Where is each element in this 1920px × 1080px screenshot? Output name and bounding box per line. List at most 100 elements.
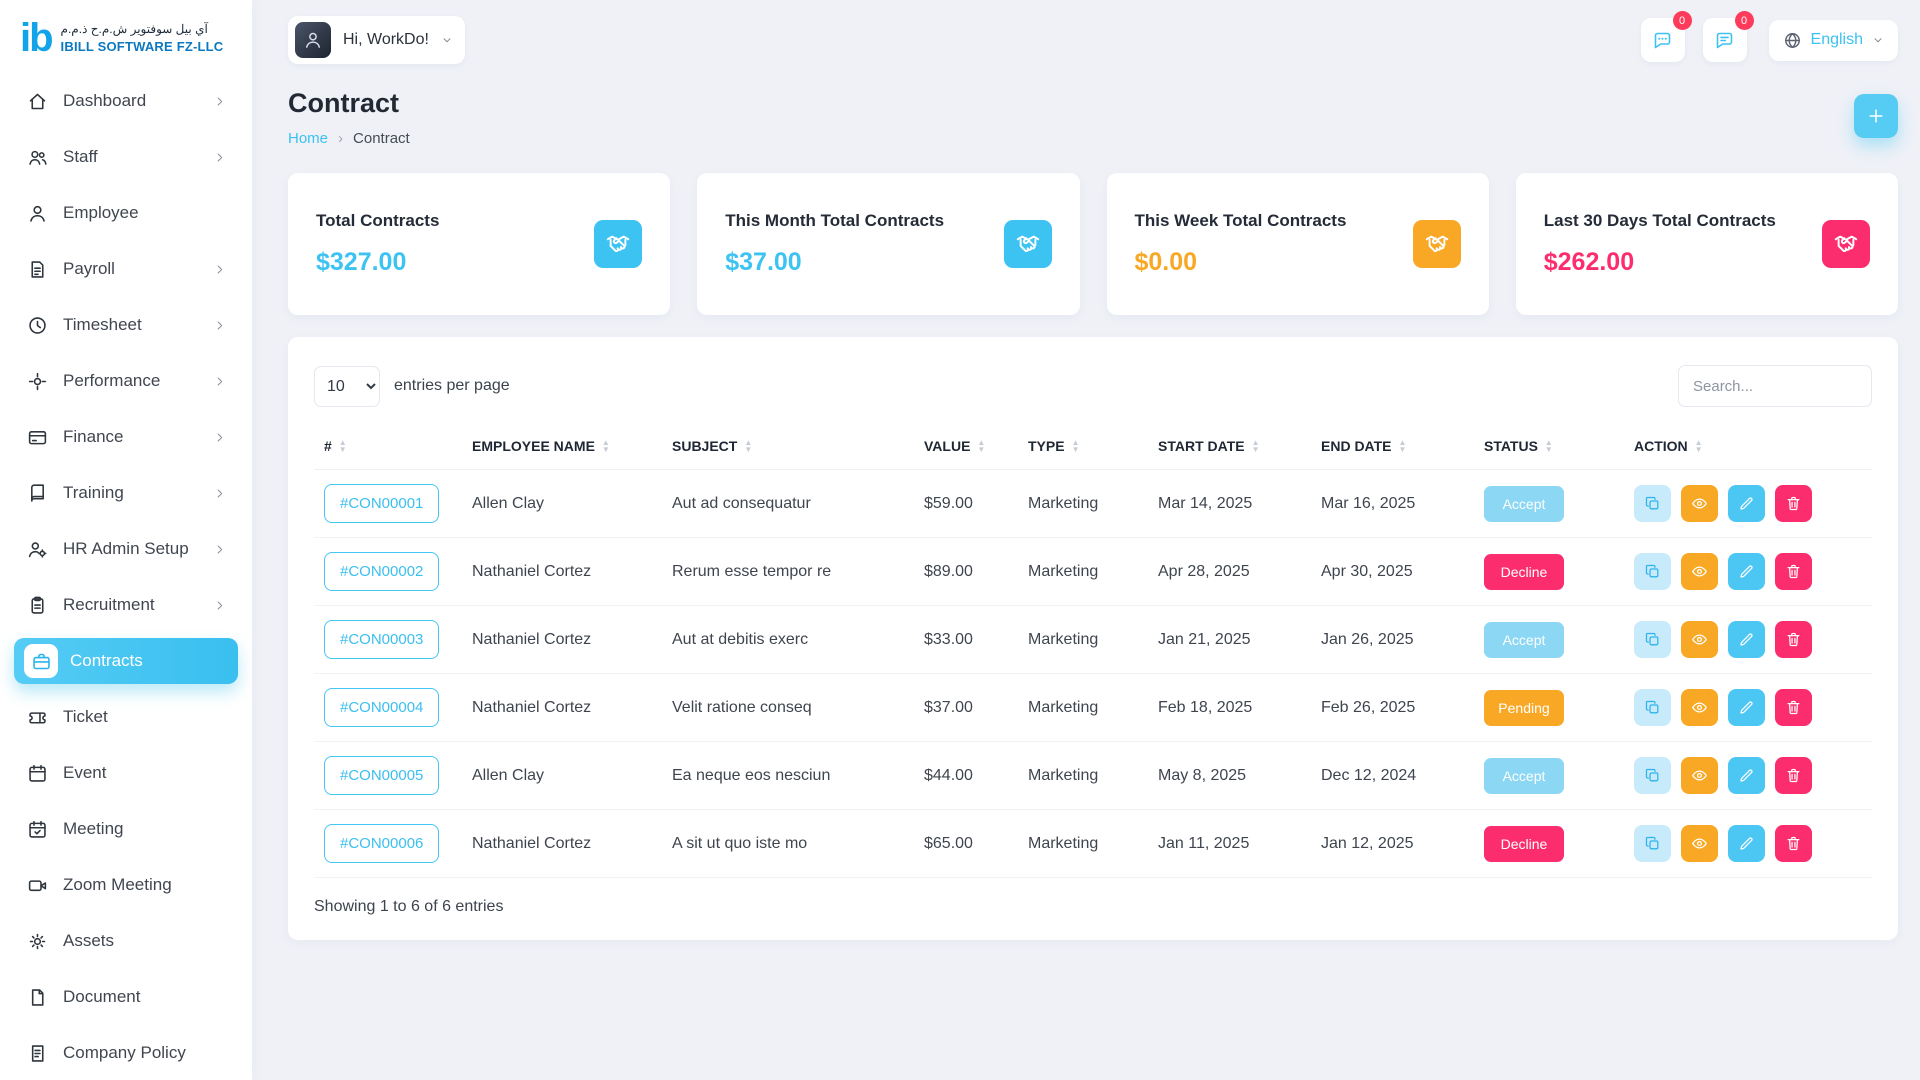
search-input[interactable]: [1678, 365, 1872, 407]
view-button[interactable]: [1681, 485, 1718, 522]
duplicate-button[interactable]: [1634, 553, 1671, 590]
trash-icon: [1785, 631, 1802, 648]
book-icon: [26, 482, 48, 504]
delete-button[interactable]: [1775, 689, 1812, 726]
duplicate-button[interactable]: [1634, 825, 1671, 862]
stat-label: This Week Total Contracts: [1134, 211, 1347, 230]
contract-id-button[interactable]: #CON00004: [324, 688, 440, 727]
status-badge[interactable]: Decline: [1484, 825, 1564, 862]
status-badge[interactable]: Decline: [1484, 553, 1564, 590]
notifications-button[interactable]: 0: [1702, 11, 1754, 62]
language-selector[interactable]: English: [1768, 19, 1898, 61]
table-row: #CON00003 Nathaniel Cortez Aut at debitis …: [314, 605, 1872, 674]
status-badge[interactable]: Accept: [1484, 757, 1564, 794]
user-menu[interactable]: Hi, WorkDo!: [288, 16, 465, 64]
edit-button[interactable]: [1728, 485, 1765, 522]
breadcrumb-home-link[interactable]: Home: [288, 130, 329, 147]
delete-button[interactable]: [1775, 757, 1812, 794]
contract-id-button[interactable]: #CON00001: [324, 484, 440, 523]
edit-button[interactable]: [1728, 825, 1765, 862]
sidebar-item-recruitment[interactable]: Recruitment: [14, 582, 238, 628]
column-header-start-date[interactable]: START DATE ▲ ▼: [1148, 423, 1311, 470]
sidebar-item-timesheet[interactable]: Timesheet: [14, 302, 238, 348]
breadcrumb-current: Contract: [353, 130, 410, 147]
eye-icon: [1691, 495, 1708, 512]
sidebar-item-zoom-meeting[interactable]: Zoom Meeting: [14, 862, 238, 908]
column-header-id[interactable]: # ▲ ▼: [314, 423, 462, 470]
sidebar-item-ticket[interactable]: Ticket: [14, 694, 238, 740]
contract-id-button[interactable]: #CON00002: [324, 552, 440, 591]
sidebar-item-payroll[interactable]: Payroll: [14, 246, 238, 292]
column-header-status[interactable]: STATUS ▲ ▼: [1474, 423, 1624, 470]
end-date-cell: Feb 26, 2025: [1311, 673, 1474, 742]
view-button[interactable]: [1681, 689, 1718, 726]
eye-icon: [1691, 699, 1708, 716]
status-badge[interactable]: Accept: [1484, 621, 1564, 658]
chevron-right-icon: [213, 263, 226, 276]
employee-name-cell: Allen Clay: [462, 469, 662, 538]
contract-id-button[interactable]: #CON00005: [324, 756, 440, 795]
sidebar-item-dashboard[interactable]: Dashboard: [14, 78, 238, 124]
duplicate-button[interactable]: [1634, 485, 1671, 522]
chevron-right-icon: [213, 487, 226, 500]
column-header-end-date[interactable]: END DATE ▲ ▼: [1311, 423, 1474, 470]
delete-button[interactable]: [1775, 621, 1812, 658]
chevron-right-icon: [213, 599, 226, 612]
sidebar-item-event[interactable]: Event: [14, 750, 238, 796]
contract-id-button[interactable]: #CON00006: [324, 824, 440, 863]
employee-name-cell: Allen Clay: [462, 741, 662, 810]
sidebar-item-contracts[interactable]: Contracts: [14, 638, 238, 684]
duplicate-button[interactable]: [1634, 689, 1671, 726]
table-row: #CON00006 Nathaniel Cortez A sit ut quo is…: [314, 809, 1872, 878]
entries-per-page-select[interactable]: 10: [314, 365, 380, 407]
sidebar-item-company-policy[interactable]: Company Policy: [14, 1030, 238, 1076]
sidebar-item-employee[interactable]: Employee: [14, 190, 238, 236]
type-cell: Marketing: [1018, 673, 1148, 742]
sidebar-item-label: Payroll: [63, 259, 115, 278]
view-button[interactable]: [1681, 825, 1718, 862]
chevron-right-icon: [213, 431, 226, 444]
sidebar-item-hr-admin-setup[interactable]: HR Admin Setup: [14, 526, 238, 572]
breadcrumb-separator-icon: ›: [338, 130, 344, 147]
delete-button[interactable]: [1775, 485, 1812, 522]
edit-button[interactable]: [1728, 621, 1765, 658]
view-button[interactable]: [1681, 757, 1718, 794]
status-badge[interactable]: Pending: [1484, 689, 1564, 726]
column-header-action[interactable]: ACTION ▲ ▼: [1624, 423, 1872, 470]
edit-button[interactable]: [1728, 757, 1765, 794]
brand-logo[interactable]: ib آي بيل سوفتوير ش.م.ح ذ.م.م IBILL SOFT…: [0, 0, 252, 68]
duplicate-button[interactable]: [1634, 757, 1671, 794]
table-row: #CON00005 Allen Clay Ea neque eos nesciun $…: [314, 741, 1872, 810]
sidebar-item-staff[interactable]: Staff: [14, 134, 238, 180]
copy-icon: [1644, 699, 1661, 716]
column-header-value[interactable]: VALUE ▲ ▼: [914, 423, 1018, 470]
column-header-subject[interactable]: SUBJECT ▲ ▼: [662, 423, 914, 470]
status-badge[interactable]: Accept: [1484, 485, 1564, 522]
view-button[interactable]: [1681, 553, 1718, 590]
sidebar-item-finance[interactable]: Finance: [14, 414, 238, 460]
sidebar-item-performance[interactable]: Performance: [14, 358, 238, 404]
subject-cell: Aut at debitis exerc: [662, 605, 914, 674]
column-header-type[interactable]: TYPE ▲ ▼: [1018, 423, 1148, 470]
stat-value: $37.00: [725, 248, 802, 276]
type-cell: Marketing: [1018, 809, 1148, 878]
edit-button[interactable]: [1728, 553, 1765, 590]
add-contract-button[interactable]: [1854, 94, 1898, 138]
sort-icon: ▲ ▼: [977, 438, 986, 454]
delete-button[interactable]: [1775, 825, 1812, 862]
duplicate-button[interactable]: [1634, 621, 1671, 658]
delete-button[interactable]: [1775, 553, 1812, 590]
messages-button[interactable]: 0: [1640, 11, 1692, 62]
sidebar-item-document[interactable]: Document: [14, 974, 238, 1020]
contract-id-button[interactable]: #CON00003: [324, 620, 440, 659]
column-header-employee-name[interactable]: EMPLOYEE NAME ▲ ▼: [462, 423, 662, 470]
sidebar-item-training[interactable]: Training: [14, 470, 238, 516]
sidebar-item-label: Training: [63, 483, 124, 502]
view-button[interactable]: [1681, 621, 1718, 658]
edit-button[interactable]: [1728, 689, 1765, 726]
sidebar-item-assets[interactable]: Assets: [14, 918, 238, 964]
table-row: #CON00001 Allen Clay Aut ad consequatur $59…: [314, 469, 1872, 538]
end-date-cell: Dec 12, 2024: [1311, 741, 1474, 810]
sidebar-item-meeting[interactable]: Meeting: [14, 806, 238, 852]
